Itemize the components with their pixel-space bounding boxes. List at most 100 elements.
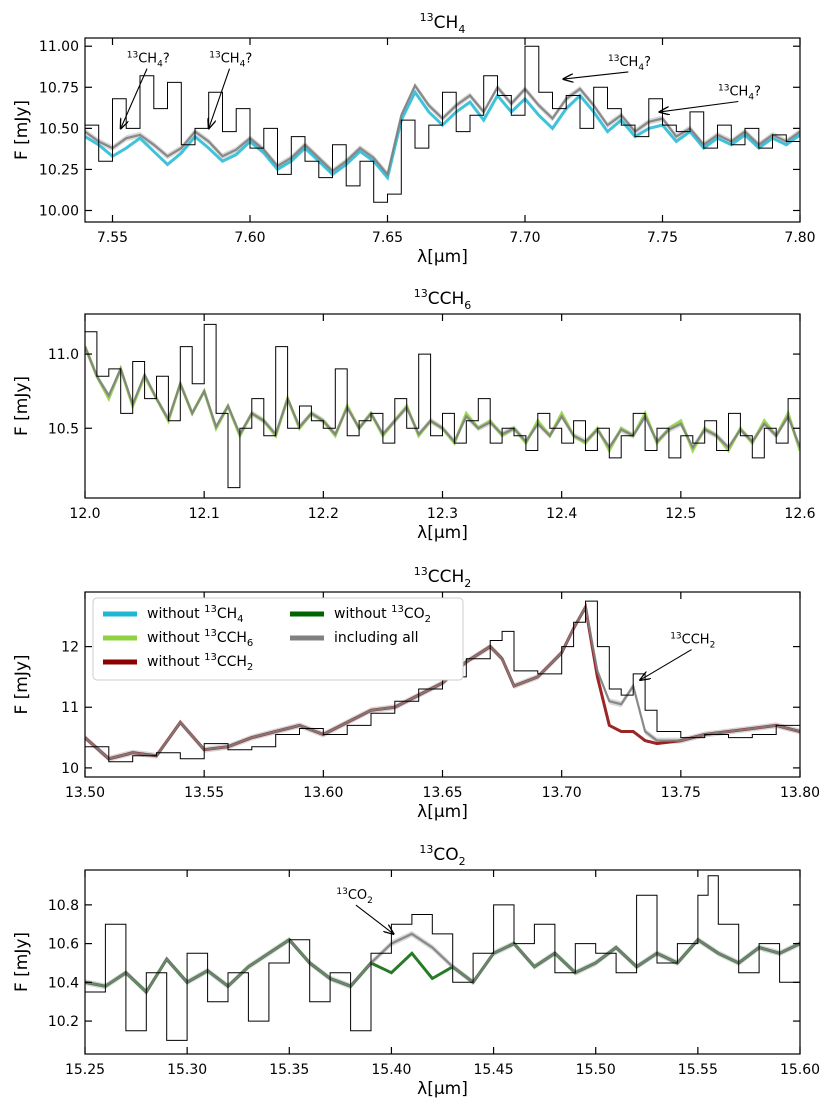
- legend-box: [92, 597, 464, 681]
- annotation-arrow: [564, 71, 629, 79]
- x-tick-label: 15.60: [780, 1062, 820, 1078]
- panel-2: 13CCH6 12.0 12.1 12.2 12.3 12.4 12.5 12.6 10.5 11…: [12, 287, 816, 543]
- legend-species: CH: [217, 606, 237, 622]
- legend-text-main: without: [334, 606, 391, 622]
- x-tick-label: 13.55: [184, 785, 224, 801]
- title-species: CCH: [428, 567, 465, 587]
- y-tick-label: 10: [61, 761, 79, 777]
- x-tick-label: 12.0: [69, 506, 100, 522]
- x-tick-label: 15.55: [678, 1062, 718, 1078]
- title-superscript: 13: [414, 565, 428, 578]
- title-subscript: 4: [458, 23, 465, 36]
- y-tick-label: 10.8: [48, 898, 79, 914]
- x-tick-label: 15.50: [576, 1062, 616, 1078]
- model-line-without-species: [85, 937, 800, 995]
- legend-label: without 13CCH6: [147, 628, 253, 649]
- y-axis-label: F [mJy]: [12, 376, 32, 436]
- annotation-superscript: 13: [127, 51, 138, 61]
- x-tick-label: 7.65: [372, 230, 403, 246]
- legend-species: CO: [404, 606, 425, 622]
- annotation-subscript: 2: [710, 641, 716, 651]
- annotation: 13CH4?: [121, 51, 170, 129]
- legend-superscript: 13: [204, 628, 217, 639]
- plot-area: [85, 600, 800, 763]
- annotation-superscript: 13: [608, 54, 619, 64]
- y-tick-label: 10.75: [39, 80, 79, 96]
- x-tick-label: 7.80: [784, 230, 815, 246]
- annotation: 13CH4?: [564, 54, 651, 79]
- x-tick-label: 15.25: [65, 1062, 105, 1078]
- annotation-arrow: [660, 100, 739, 112]
- title-superscript: 13: [419, 843, 433, 856]
- plot-area: [85, 875, 800, 1041]
- y-axis-label: F [mJy]: [12, 100, 32, 160]
- x-tick-label: 15.30: [167, 1062, 207, 1078]
- y-tick-label: 10.50: [39, 121, 79, 137]
- y-axis-label: F [mJy]: [12, 932, 32, 992]
- x-tick-label: 13.80: [780, 785, 820, 801]
- x-axis-label: λ[µm]: [417, 247, 468, 267]
- y-tick-label: 11.0: [48, 347, 79, 363]
- plot-area: [85, 323, 800, 489]
- annotation-subscript: 4: [157, 60, 163, 70]
- x-axis-label: λ[µm]: [417, 802, 468, 822]
- x-tick-label: 12.2: [308, 506, 339, 522]
- annotation-arrow: [121, 68, 148, 129]
- y-tick-label: 10.5: [48, 421, 79, 437]
- panel-title: 13CCH6: [414, 287, 472, 312]
- annotation-subscript: 4: [638, 63, 644, 73]
- annotation: 13CO2: [336, 887, 393, 934]
- annotation-superscript: 13: [336, 887, 347, 897]
- annotation-label: 13CH4?: [209, 51, 252, 70]
- legend-superscript: 13: [391, 604, 404, 615]
- annotation-subscript: 2: [367, 896, 373, 906]
- x-tick-label: 15.40: [371, 1062, 411, 1078]
- y-tick-label: 11: [61, 700, 79, 716]
- title-species: CH: [434, 13, 459, 33]
- legend-subscript: 2: [425, 614, 431, 625]
- y-tick-label: 10.25: [39, 162, 79, 178]
- annotation-label: 13CO2: [336, 887, 373, 906]
- annotation-question: ?: [245, 52, 252, 67]
- x-tick-label: 7.55: [97, 230, 128, 246]
- observed-spectrum: [85, 45, 800, 203]
- annotation-species: CO: [348, 888, 367, 903]
- x-tick-label: 7.70: [509, 230, 540, 246]
- x-axis-label: λ[µm]: [417, 523, 468, 543]
- title-species: CO: [433, 845, 458, 865]
- annotation-superscript: 13: [209, 51, 220, 61]
- annotation: 13CCH2: [640, 632, 715, 680]
- panel-title: 13CCH2: [414, 565, 472, 590]
- x-tick-label: 13.50: [65, 785, 105, 801]
- panel-title: 13CH4: [420, 11, 466, 36]
- y-axis-label: F [mJy]: [12, 654, 32, 714]
- x-axis-label: λ[µm]: [417, 1079, 468, 1099]
- title-subscript: 2: [464, 577, 471, 590]
- panel-title: 13CO2: [419, 843, 465, 868]
- annotation-question: ?: [644, 55, 651, 70]
- annotation-species: CH: [221, 52, 240, 67]
- legend-label: without 13CH4: [147, 604, 244, 625]
- y-tick-label: 10.6: [48, 937, 79, 953]
- annotation-label: 13CH4?: [608, 54, 651, 73]
- observed-spectrum: [85, 600, 800, 763]
- annotation: 13CH4?: [209, 51, 252, 129]
- legend-species: CCH: [217, 654, 247, 670]
- x-tick-label: 13.65: [422, 785, 462, 801]
- annotation-question: ?: [754, 85, 761, 100]
- legend-superscript: 13: [204, 604, 217, 615]
- y-tick-label: 10.4: [48, 975, 79, 991]
- axes-frame: [84, 869, 801, 1055]
- legend-species: CCH: [217, 630, 247, 646]
- title-superscript: 13: [414, 287, 428, 300]
- y-tick-label: 10.00: [39, 204, 79, 220]
- annotation-label: 13CH4?: [718, 84, 761, 103]
- x-tick-label: 13.75: [661, 785, 701, 801]
- title-species: CCH: [428, 289, 465, 309]
- legend-label: including all: [334, 630, 419, 646]
- x-tick-label: 7.75: [647, 230, 678, 246]
